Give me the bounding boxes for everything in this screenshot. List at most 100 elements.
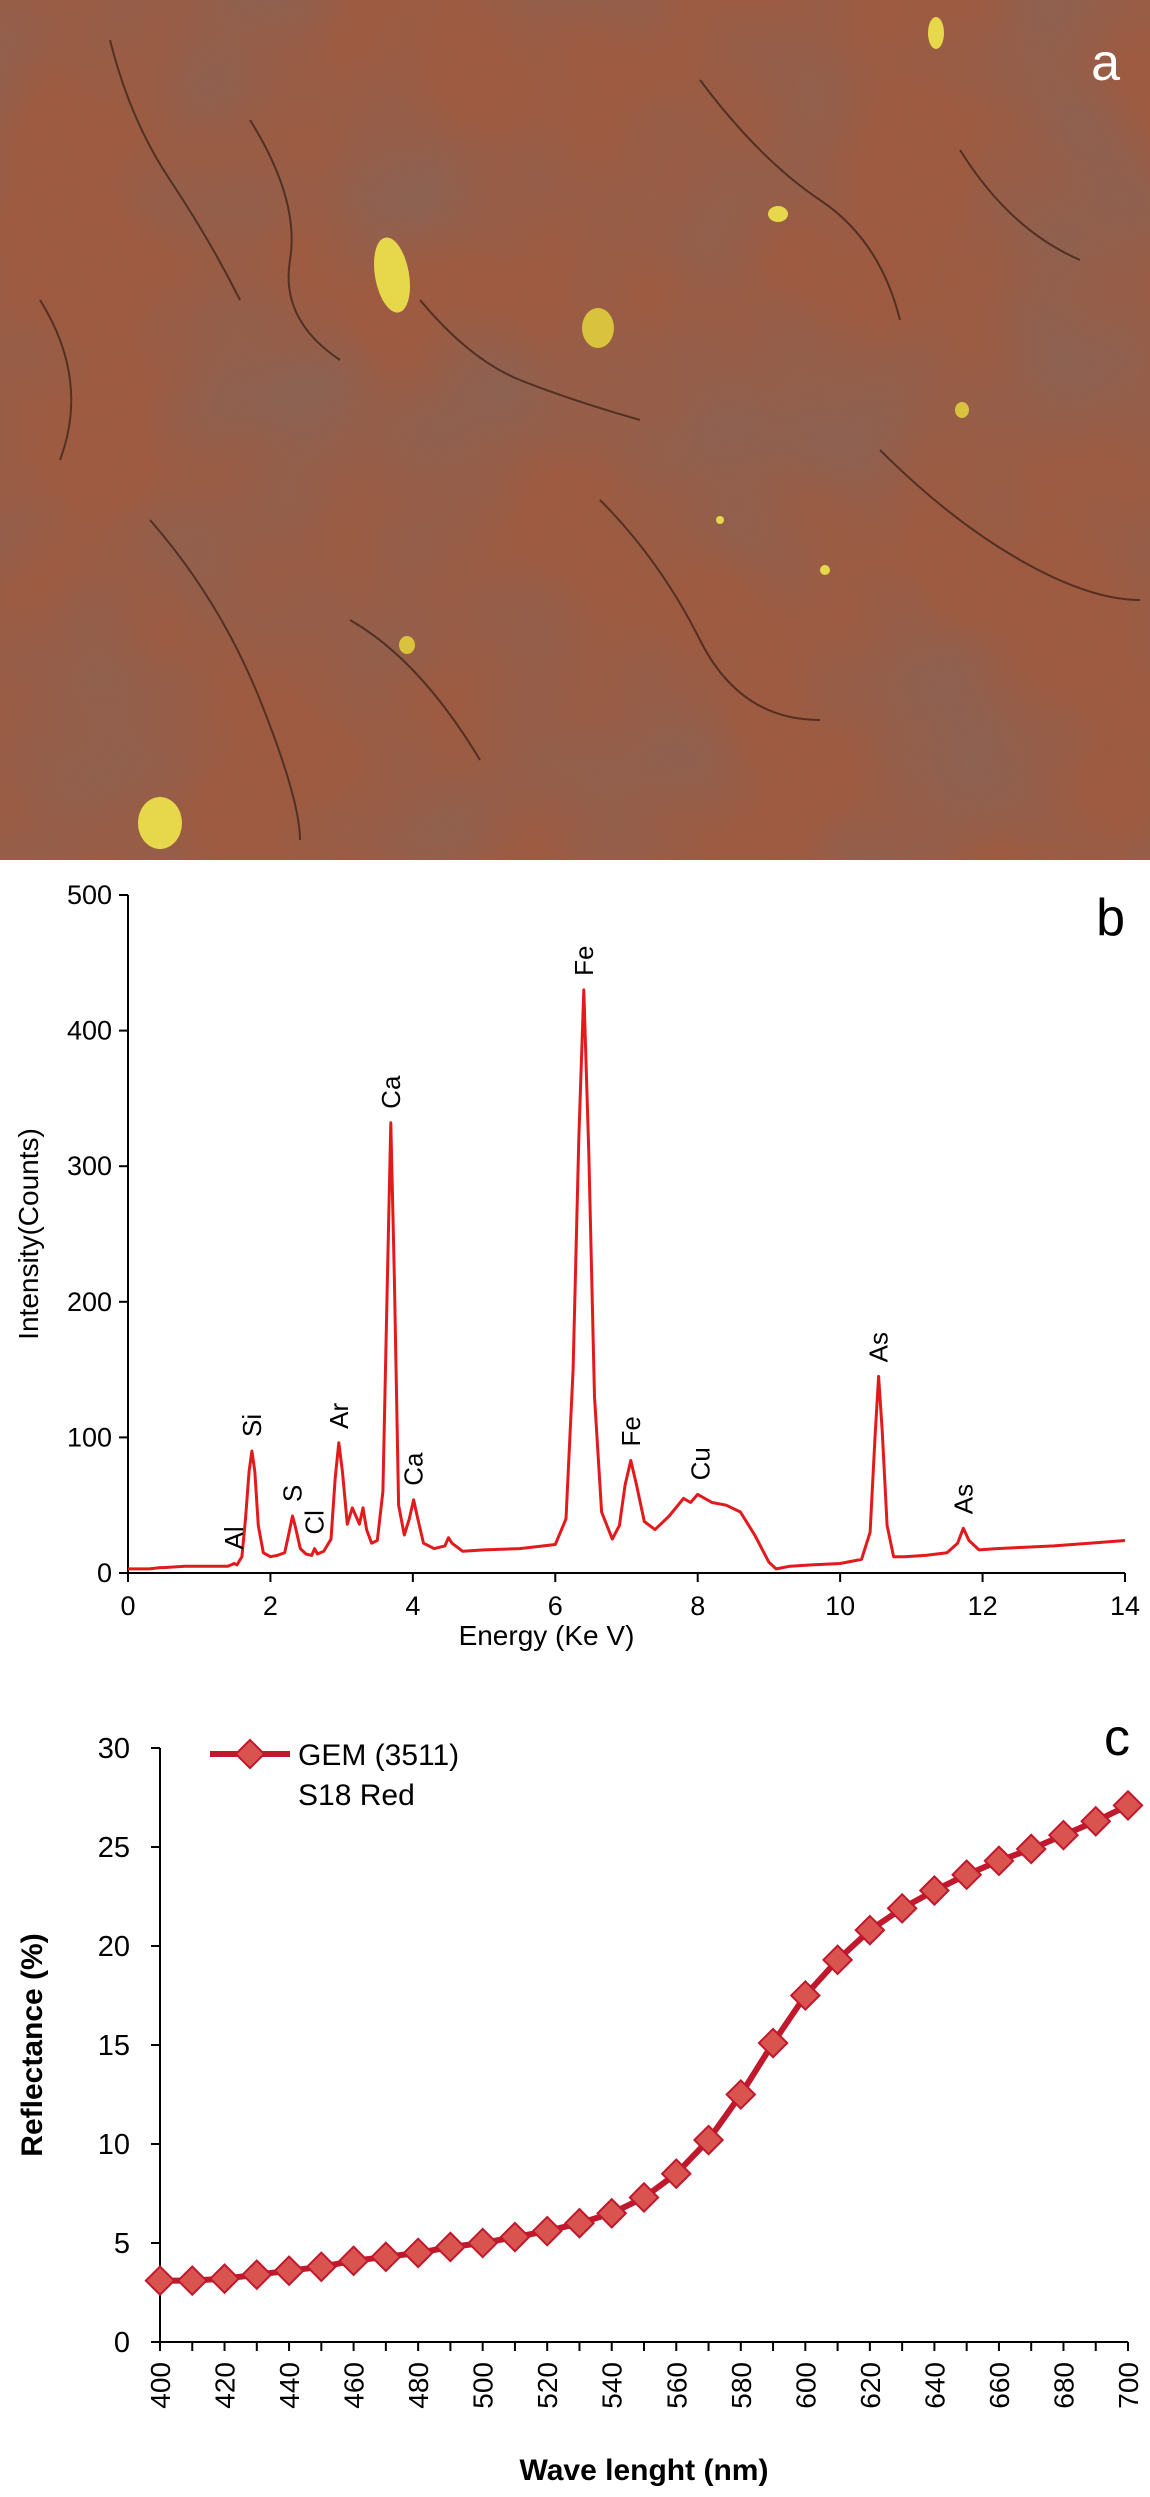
reflectance-y-tick-label: 10 xyxy=(98,2129,130,2161)
reflectance-marker xyxy=(144,2265,176,2297)
reflectance-marker xyxy=(1112,1789,1144,1821)
reflectance-marker xyxy=(467,2227,499,2259)
reflectance-x-tick-label: 620 xyxy=(855,2362,886,2409)
legend-label-line1: GEM (3511) xyxy=(298,1739,459,1772)
legend-label-line2: S18 Red xyxy=(298,1779,415,1812)
reflectance-x-tick-label: 560 xyxy=(661,2362,692,2409)
reflectance-marker xyxy=(273,2255,305,2287)
micrograph-photo: a xyxy=(0,0,1150,860)
reflectance-marker xyxy=(305,2251,337,2283)
reflectance-marker xyxy=(822,1944,854,1976)
spectrum-x-tick-label: 12 xyxy=(968,1591,998,1621)
reflectance-x-tick-label: 660 xyxy=(984,2362,1015,2409)
reflectance-marker xyxy=(338,2245,370,2277)
peak-label: Cl xyxy=(300,1510,330,1535)
peak-label: Al xyxy=(219,1526,249,1549)
peak-label: Fe xyxy=(569,946,599,976)
reflectance-marker xyxy=(789,1979,821,2012)
spectrum-x-tick-label: 8 xyxy=(690,1591,705,1621)
reflectance-marker xyxy=(983,1845,1015,1877)
reflectance-x-axis-label: Wave lenght (nm) xyxy=(520,2454,769,2487)
photo-cracks xyxy=(39,39,1141,841)
panel-c-reflectance-chart: 0 5 10 15 20 25 30 400 420 440 460 480 500 520 540 560… xyxy=(0,1680,1150,2497)
reflectance-x-tick-label: 520 xyxy=(532,2362,563,2409)
legend: GEM (3511) S18 Red xyxy=(210,1738,459,1812)
reflectance-marker xyxy=(370,2241,402,2273)
reflectance-x-tick-label: 440 xyxy=(274,2362,305,2409)
reflectance-x-tick-label: 680 xyxy=(1048,2362,1079,2409)
reflectance-marker xyxy=(596,2197,628,2229)
reflectance-marker xyxy=(1080,1805,1112,1837)
spectrum-axes xyxy=(127,895,1125,1574)
spectrum-x-tick-label: 14 xyxy=(1110,1591,1140,1621)
reflectance-marker xyxy=(660,2158,692,2190)
reflectance-marker xyxy=(692,2124,725,2156)
reflectance-x-tick-label: 460 xyxy=(339,2362,370,2409)
photo-grain xyxy=(0,0,1150,860)
reflectance-marker xyxy=(531,2215,563,2247)
yellow-inclusions xyxy=(138,17,969,849)
reflectance-x-tick-label: 580 xyxy=(726,2362,757,2409)
spectrum-x-tick-label: 6 xyxy=(548,1591,563,1621)
spectrum-x-axis-label: Energy (Ke V) xyxy=(459,1620,635,1651)
spectrum-x-tick-label: 0 xyxy=(120,1591,135,1621)
reflectance-marker xyxy=(725,2078,757,2111)
spectrum-peak-labels: Al Si S Cl Ar Ca Ca Fe Fe Cu As As xyxy=(219,946,978,1550)
reflectance-x-tick-label: 400 xyxy=(145,2362,176,2409)
spectrum-y-tick-label: 200 xyxy=(67,1287,112,1317)
peak-label: Ca xyxy=(399,1452,429,1486)
spectrum-x-tick-label: 10 xyxy=(825,1591,855,1621)
panel-b-letter: b xyxy=(1096,889,1125,947)
reflectance-x-ticks: 400 420 440 460 480 500 520 540 560 580 600 620 640 6… xyxy=(145,2342,1144,2409)
reflectance-marker xyxy=(499,2221,531,2253)
reflectance-marker xyxy=(402,2237,434,2269)
spectrum-y-tick-label: 100 xyxy=(67,1422,112,1452)
panel-a-photo: a xyxy=(0,0,1150,860)
reflectance-marker xyxy=(434,2231,466,2263)
reflectance-marker xyxy=(208,2263,241,2295)
spectrum-x-tick-label: 4 xyxy=(405,1591,420,1621)
spectrum-x-ticks: 0 2 4 6 8 10 12 14 xyxy=(120,1573,1140,1621)
spectrum-y-ticks: 0 100 200 300 400 500 xyxy=(67,880,128,1588)
spectrum-y-tick-label: 400 xyxy=(67,1016,112,1046)
spectrum-y-tick-label: 500 xyxy=(67,880,112,910)
reflectance-axes xyxy=(159,1748,1128,2343)
reflectance-y-tick-label: 15 xyxy=(98,2030,130,2062)
reflectance-marker xyxy=(918,1875,950,1907)
spectrum-y-tick-label: 300 xyxy=(67,1151,112,1181)
peak-label: As xyxy=(948,1484,978,1514)
spectrum-x-tick-label: 2 xyxy=(263,1591,278,1621)
reflectance-marker xyxy=(854,1914,886,1946)
reflectance-y-axis-label: Reflectance (%) xyxy=(16,1933,49,2156)
peak-label: Ca xyxy=(376,1075,406,1109)
spectrum-chart-svg: 0 100 200 300 400 500 0 2 4 6 8 10 12 14 Al Si S Cl Ar Ca… xyxy=(13,880,1140,1651)
reflectance-y-tick-label: 30 xyxy=(98,1733,130,1765)
peak-label: Fe xyxy=(616,1416,646,1446)
reflectance-x-tick-label: 540 xyxy=(597,2362,628,2409)
peak-label: As xyxy=(864,1332,894,1362)
spectrum-y-axis-label: Intensity(Counts) xyxy=(13,1128,44,1340)
reflectance-marker xyxy=(563,2207,596,2239)
reflectance-x-tick-label: 480 xyxy=(403,2362,434,2409)
reflectance-marker xyxy=(1047,1819,1080,1851)
panel-b-spectrum-chart: 0 100 200 300 400 500 0 2 4 6 8 10 12 14 Al Si S Cl Ar Ca… xyxy=(0,860,1150,1680)
peak-label: Cu xyxy=(686,1447,716,1480)
peak-label: Ar xyxy=(324,1402,354,1428)
peak-label: S xyxy=(278,1485,308,1502)
reflectance-x-tick-label: 640 xyxy=(919,2362,950,2409)
reflectance-x-tick-label: 700 xyxy=(1113,2362,1144,2409)
reflectance-y-ticks: 0 5 10 15 20 25 30 xyxy=(98,1733,160,2359)
reflectance-y-tick-label: 0 xyxy=(114,2327,130,2359)
peak-label: Si xyxy=(237,1414,267,1437)
spectrum-y-tick-label: 0 xyxy=(97,1558,112,1588)
reflectance-chart-svg: 0 5 10 15 20 25 30 400 420 440 460 480 500 520 540 560… xyxy=(16,1709,1144,2487)
reflectance-y-tick-label: 20 xyxy=(98,1931,130,1963)
reflectance-marker xyxy=(1015,1833,1047,1865)
reflectance-marker xyxy=(757,2027,789,2059)
reflectance-marker xyxy=(886,1892,918,1924)
legend-marker-swatch xyxy=(234,1738,266,1770)
reflectance-markers xyxy=(144,1789,1144,2297)
reflectance-marker xyxy=(951,1859,983,1891)
reflectance-x-tick-label: 500 xyxy=(468,2362,499,2409)
panel-c-letter: c xyxy=(1104,1709,1130,1767)
